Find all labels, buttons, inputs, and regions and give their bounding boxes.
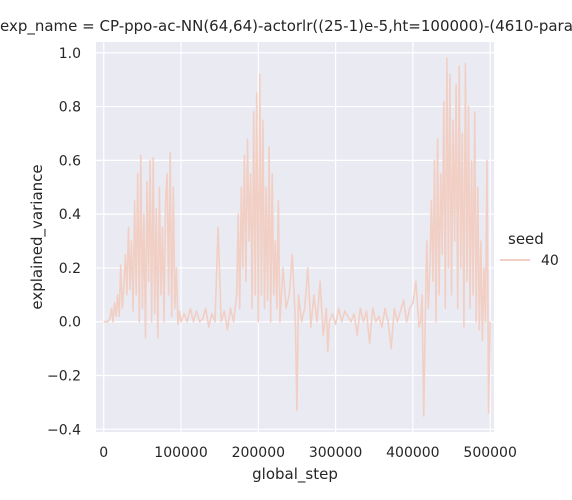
legend-title: seed	[508, 230, 544, 248]
series-layer	[103, 57, 491, 417]
chart-title: exp_name = CP-ppo-ac-NN(64,64)-actorlr((…	[0, 17, 572, 36]
x-tick-labels: 0 100000 200000 300000 400000 500000	[99, 445, 517, 461]
x-tick-label: 500000	[463, 445, 516, 461]
y-axis-label: explained_variance	[28, 164, 47, 309]
y-tick-label: 0.2	[59, 261, 81, 277]
x-tick-label: 300000	[309, 445, 362, 461]
y-tick-labels: −0.4 −0.2 0.0 0.2 0.4 0.6 0.8 1.0	[47, 46, 81, 439]
x-tick-label: 100000	[154, 445, 207, 461]
x-axis-label: global_step	[252, 465, 338, 484]
x-tick-label: 400000	[386, 445, 439, 461]
y-tick-label: 0.6	[59, 153, 81, 169]
x-tick-label: 0	[99, 445, 108, 461]
y-tick-label: 0.0	[59, 315, 81, 331]
y-tick-label: 1.0	[59, 46, 81, 62]
y-tick-label: 0.4	[59, 207, 81, 223]
y-tick-label: −0.2	[47, 369, 81, 385]
y-tick-label: −0.4	[47, 422, 81, 438]
y-tick-label: 0.8	[59, 100, 81, 116]
series-line-40	[103, 57, 491, 417]
legend: seed 40	[500, 230, 559, 269]
legend-entry-label: 40	[541, 253, 559, 269]
x-tick-label: 200000	[232, 445, 285, 461]
